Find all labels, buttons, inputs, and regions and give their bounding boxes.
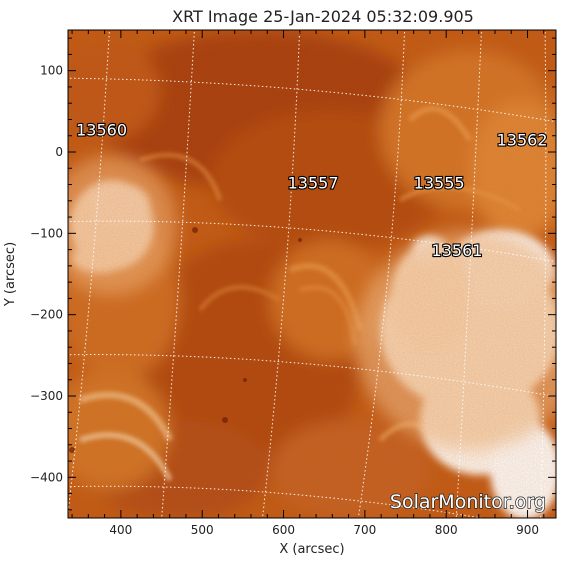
x-tick-label: 800	[435, 523, 458, 537]
y-axis-label: Y (arcsec)	[3, 242, 18, 307]
active-region-label: 13561	[432, 241, 483, 260]
plot-frame	[67, 29, 557, 519]
x-tick-label: 400	[109, 523, 132, 537]
longitude-gridline	[357, 30, 406, 518]
longitude-gridline	[161, 30, 195, 518]
x-tick-label: 500	[191, 523, 214, 537]
active-region-label: 13562	[497, 130, 548, 149]
solarmonitor-watermark: SolarMonitor.org	[390, 491, 546, 513]
image-title: XRT Image 25-Jan-2024 05:32:09.905	[172, 7, 474, 26]
y-tick-label: −400	[30, 470, 63, 484]
y-tick-label: 100	[40, 64, 63, 78]
y-tick-label: 0	[55, 145, 63, 159]
longitude-gridline	[68, 30, 110, 518]
latitude-gridline	[68, 485, 485, 518]
x-axis-label: X (arcsec)	[279, 542, 344, 557]
y-tick-label: −300	[30, 389, 63, 403]
active-region-label: 13557	[288, 174, 339, 193]
latitude-gridline	[68, 77, 556, 123]
x-tick-label: 900	[516, 523, 539, 537]
latitude-gridline	[68, 220, 556, 263]
y-tick-label: −200	[30, 308, 63, 322]
active-region-label: 13555	[414, 174, 465, 193]
longitude-gridline	[540, 30, 547, 518]
y-tick-label: −100	[30, 226, 63, 240]
x-tick-label: 600	[272, 523, 295, 537]
heliographic-grid	[68, 30, 556, 518]
longitude-gridline	[455, 30, 483, 518]
active-region-labels: 13560 13557 13555 13562 13561	[75, 120, 549, 262]
latitude-gridline	[68, 354, 556, 398]
longitude-gridline	[261, 30, 301, 518]
x-tick-label: 700	[353, 523, 376, 537]
active-region-label: 13560	[76, 121, 127, 140]
solar-corona-image	[68, 30, 556, 518]
